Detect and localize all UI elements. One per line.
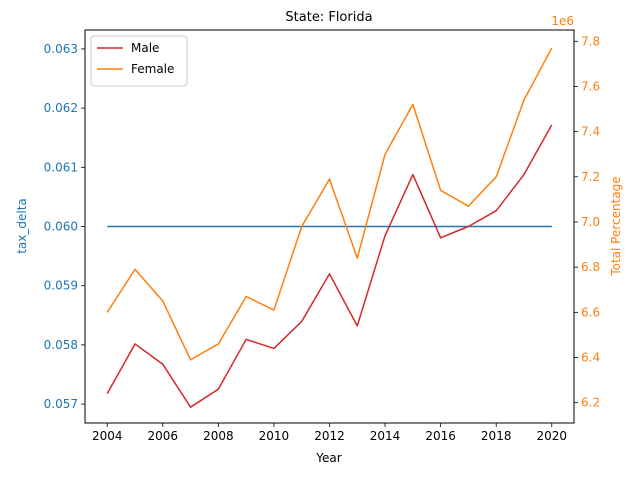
y-right-tick-label: 7.6 [581, 79, 600, 93]
x-tick-label: 2014 [370, 429, 401, 443]
x-tick-label: 2020 [536, 429, 567, 443]
chart-title: State: Florida [285, 10, 372, 25]
x-tick-label: 2004 [92, 429, 123, 443]
x-tick-label: 2006 [148, 429, 179, 443]
plot-area [106, 47, 553, 408]
x-axis-label: Year [315, 451, 341, 465]
y-right-tick-label: 6.2 [581, 396, 600, 410]
x-tick-label: 2016 [425, 429, 456, 443]
y-left-tick-label: 0.057 [44, 397, 78, 411]
x-tick-label: 2012 [314, 429, 345, 443]
y-left-tick-label: 0.058 [44, 338, 78, 352]
y-right-tick-label: 6.4 [581, 351, 600, 365]
y-right-tick-label: 6.8 [581, 260, 600, 274]
y-axis-left-label: tax_delta [15, 198, 29, 254]
y-right-tick-label: 7.4 [581, 125, 600, 139]
y-axis-left: 0.057 0.058 0.059 0.060 0.061 0.062 0.063 [44, 42, 85, 411]
y-axis-right-label: Total Percentage [609, 176, 623, 276]
x-axis: 2004 2006 2008 2010 2012 2014 2016 2018 2020 [92, 423, 567, 443]
legend: Male Female [90, 35, 188, 87]
series-line-female [106, 47, 553, 361]
y-left-tick-label: 0.063 [44, 42, 78, 56]
x-tick-label: 2008 [203, 429, 234, 443]
legend-label-female: Female [131, 62, 174, 76]
legend-label-male: Male [131, 41, 159, 55]
y-right-tick-label: 7.8 [581, 34, 600, 48]
x-tick-label: 2018 [481, 429, 512, 443]
y-left-tick-label: 0.059 [44, 279, 78, 293]
y-left-tick-label: 0.062 [44, 101, 78, 115]
y-right-tick-label: 6.6 [581, 305, 600, 319]
y-left-tick-label: 0.060 [44, 220, 78, 234]
x-tick-label: 2010 [259, 429, 290, 443]
y-axis-right: 6.2 6.4 6.6 6.8 7.0 7.2 7.4 7.6 7.8 [574, 34, 600, 410]
y-axis-right-offset: 1e6 [551, 14, 574, 28]
y-right-tick-label: 7.0 [581, 215, 600, 229]
y-right-tick-label: 7.2 [581, 170, 600, 184]
y-left-tick-label: 0.061 [44, 160, 78, 174]
series-line-male [106, 124, 553, 408]
